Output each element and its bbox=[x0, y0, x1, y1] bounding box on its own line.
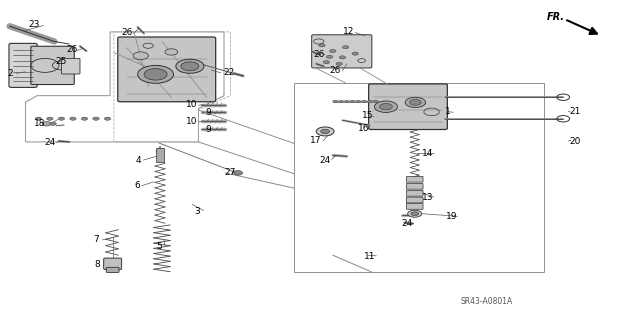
Circle shape bbox=[58, 117, 65, 120]
Circle shape bbox=[373, 100, 378, 103]
Circle shape bbox=[50, 122, 56, 125]
Text: 11: 11 bbox=[364, 252, 376, 261]
Circle shape bbox=[367, 100, 372, 103]
FancyBboxPatch shape bbox=[106, 267, 119, 272]
Text: 18: 18 bbox=[34, 119, 45, 128]
Text: 23: 23 bbox=[28, 20, 40, 29]
Bar bbox=[156, 148, 164, 162]
Circle shape bbox=[144, 69, 167, 80]
Text: 20: 20 bbox=[569, 137, 580, 146]
Circle shape bbox=[47, 117, 53, 120]
Circle shape bbox=[380, 103, 392, 110]
FancyBboxPatch shape bbox=[31, 46, 74, 85]
Circle shape bbox=[362, 100, 367, 103]
Text: 9: 9 bbox=[205, 125, 211, 134]
Text: 22: 22 bbox=[223, 68, 235, 77]
Circle shape bbox=[339, 100, 344, 103]
Circle shape bbox=[176, 59, 204, 73]
Circle shape bbox=[323, 61, 330, 64]
Circle shape bbox=[104, 117, 111, 120]
FancyBboxPatch shape bbox=[104, 258, 122, 270]
Circle shape bbox=[333, 100, 338, 103]
Text: 6: 6 bbox=[134, 181, 140, 190]
Text: 17: 17 bbox=[310, 137, 322, 145]
Circle shape bbox=[410, 100, 421, 105]
Text: 10: 10 bbox=[186, 117, 198, 126]
FancyBboxPatch shape bbox=[406, 176, 423, 182]
Circle shape bbox=[133, 52, 148, 60]
Text: 13: 13 bbox=[422, 193, 433, 202]
FancyBboxPatch shape bbox=[369, 84, 447, 130]
Circle shape bbox=[374, 101, 397, 113]
Text: 8: 8 bbox=[95, 260, 100, 269]
Circle shape bbox=[411, 212, 419, 216]
Text: 21: 21 bbox=[569, 107, 580, 116]
Text: 16: 16 bbox=[358, 124, 369, 133]
Text: 26: 26 bbox=[121, 28, 132, 37]
Circle shape bbox=[356, 100, 361, 103]
Circle shape bbox=[70, 117, 76, 120]
Circle shape bbox=[330, 49, 336, 53]
Circle shape bbox=[42, 122, 51, 126]
Text: 2: 2 bbox=[8, 69, 13, 78]
Text: 15: 15 bbox=[362, 111, 374, 120]
Text: SR43-A0801A: SR43-A0801A bbox=[461, 297, 513, 306]
Text: FR.: FR. bbox=[547, 11, 564, 22]
Circle shape bbox=[319, 44, 325, 47]
Circle shape bbox=[326, 55, 333, 58]
Text: 5: 5 bbox=[156, 242, 161, 251]
Circle shape bbox=[234, 171, 243, 175]
Text: 26: 26 bbox=[66, 45, 77, 54]
FancyBboxPatch shape bbox=[61, 58, 80, 74]
Circle shape bbox=[352, 52, 358, 55]
Circle shape bbox=[165, 49, 178, 55]
FancyBboxPatch shape bbox=[9, 43, 37, 87]
Text: 3: 3 bbox=[195, 207, 200, 216]
Text: 12: 12 bbox=[343, 27, 355, 36]
Circle shape bbox=[156, 149, 164, 153]
FancyBboxPatch shape bbox=[406, 197, 423, 203]
Text: 26: 26 bbox=[330, 66, 341, 75]
Circle shape bbox=[408, 210, 422, 217]
FancyBboxPatch shape bbox=[406, 190, 423, 196]
Circle shape bbox=[405, 97, 426, 108]
Circle shape bbox=[350, 100, 355, 103]
Circle shape bbox=[336, 62, 342, 65]
Text: 10: 10 bbox=[186, 100, 198, 109]
Circle shape bbox=[321, 129, 330, 134]
Text: 24: 24 bbox=[319, 156, 331, 165]
Circle shape bbox=[93, 117, 99, 120]
Circle shape bbox=[81, 117, 88, 120]
FancyBboxPatch shape bbox=[406, 183, 423, 189]
FancyBboxPatch shape bbox=[406, 204, 423, 209]
FancyBboxPatch shape bbox=[312, 35, 372, 68]
Text: 19: 19 bbox=[446, 212, 458, 221]
Circle shape bbox=[316, 127, 334, 136]
Text: 24: 24 bbox=[401, 219, 413, 228]
Circle shape bbox=[339, 56, 346, 59]
FancyBboxPatch shape bbox=[118, 37, 216, 102]
Circle shape bbox=[342, 46, 349, 49]
Text: 7: 7 bbox=[93, 235, 99, 244]
Circle shape bbox=[35, 117, 42, 120]
Circle shape bbox=[344, 100, 349, 103]
Text: 9: 9 bbox=[205, 108, 211, 117]
Text: 26: 26 bbox=[313, 50, 324, 59]
Text: 1: 1 bbox=[445, 107, 451, 116]
Circle shape bbox=[181, 62, 199, 71]
Text: 4: 4 bbox=[136, 156, 141, 165]
Text: 24: 24 bbox=[44, 138, 56, 147]
Text: 14: 14 bbox=[422, 149, 433, 158]
Circle shape bbox=[138, 65, 173, 83]
Text: 27: 27 bbox=[225, 168, 236, 177]
Text: 25: 25 bbox=[55, 57, 67, 66]
